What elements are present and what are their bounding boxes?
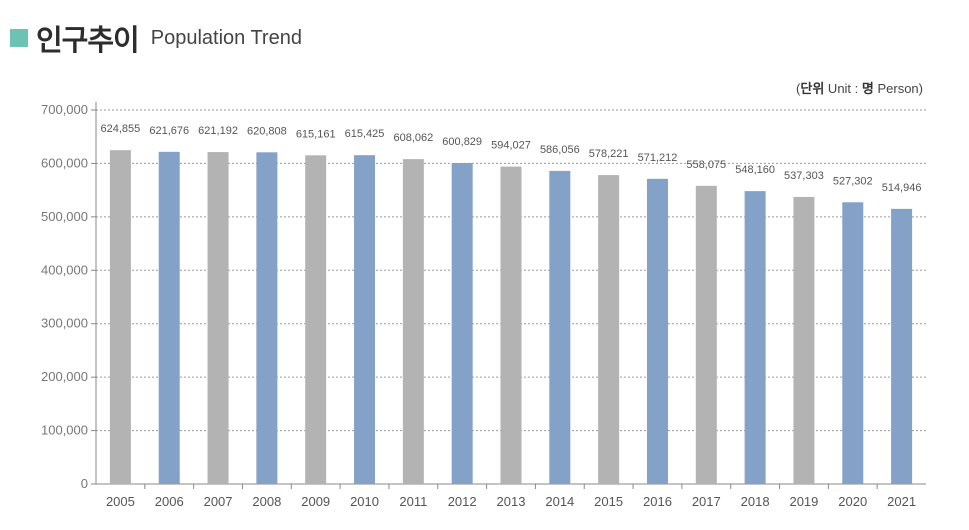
- data-label: 615,161: [296, 128, 336, 140]
- data-label: 578,221: [589, 148, 629, 160]
- bar: [305, 155, 327, 485]
- y-tick-label: 700,000: [41, 102, 88, 117]
- unit-label: (단위 Unit : 명 Person): [796, 78, 923, 97]
- x-tick-label: 2019: [789, 494, 818, 509]
- data-label: 537,303: [784, 170, 824, 182]
- data-label: 620,808: [247, 125, 287, 137]
- y-tick-label: 200,000: [41, 369, 88, 384]
- y-tick-label: 600,000: [41, 155, 88, 170]
- page-title-english: Population Trend: [150, 26, 302, 49]
- bar: [109, 150, 131, 484]
- data-label: 558,075: [686, 159, 726, 171]
- y-tick-label: 100,000: [41, 423, 88, 438]
- bar: [354, 155, 376, 485]
- data-label: 608,062: [393, 132, 433, 144]
- y-tick-label: 300,000: [41, 316, 88, 331]
- data-label: 624,855: [101, 123, 141, 135]
- y-tick-label: 500,000: [41, 209, 88, 224]
- data-label: 615,425: [345, 128, 385, 140]
- data-label: 514,946: [882, 182, 922, 194]
- x-tick-label: 2005: [106, 494, 135, 509]
- bar: [793, 196, 815, 484]
- x-tick-label: 2006: [155, 494, 184, 509]
- bar: [598, 175, 620, 485]
- y-tick-label: 0: [81, 476, 88, 491]
- x-tick-label: 2020: [838, 494, 867, 509]
- bar: [842, 202, 864, 484]
- x-tick-label: 2018: [741, 494, 770, 509]
- data-label: 621,192: [198, 125, 238, 137]
- page-title-korean: 인구추이: [36, 23, 140, 57]
- unit-english-label: Unit :: [824, 81, 862, 96]
- chart-header: 인구추이 Population Trend: [10, 18, 302, 58]
- data-label: 548,160: [735, 164, 775, 176]
- x-tick-label: 2009: [301, 494, 330, 509]
- unit-korean-label: 단위: [800, 81, 825, 96]
- x-tick-label: 2015: [594, 494, 623, 509]
- bar: [500, 166, 522, 484]
- x-tick-label: 2010: [350, 494, 379, 509]
- bar: [158, 151, 180, 484]
- x-tick-label: 2016: [643, 494, 672, 509]
- bar: [402, 159, 424, 484]
- x-tick-label: 2012: [448, 494, 477, 509]
- bar: [646, 178, 668, 485]
- bar: [451, 162, 473, 484]
- data-label: 571,212: [638, 152, 678, 164]
- x-tick-label: 2008: [252, 494, 281, 509]
- data-label: 621,676: [149, 125, 189, 137]
- y-tick-label: 400,000: [41, 262, 88, 277]
- data-label: 527,302: [833, 175, 873, 187]
- bar: [744, 191, 766, 484]
- bar: [256, 152, 278, 484]
- x-tick-label: 2017: [692, 494, 721, 509]
- title-marker-square: [10, 29, 28, 47]
- bar: [207, 152, 229, 484]
- bar: [549, 170, 571, 484]
- x-tick-label: 2021: [887, 494, 916, 509]
- person-korean-label: 명: [861, 81, 874, 96]
- data-label: 594,027: [491, 140, 531, 152]
- person-english-label: Person): [873, 81, 923, 96]
- x-tick-label: 2011: [399, 494, 427, 509]
- unit-open-paren: (: [796, 81, 801, 96]
- data-label: 600,829: [442, 136, 482, 148]
- x-tick-label: 2014: [545, 494, 574, 509]
- x-tick-label: 2007: [204, 494, 233, 509]
- data-label: 586,056: [540, 144, 580, 156]
- x-tick-label: 2013: [497, 494, 526, 509]
- bar: [695, 185, 717, 485]
- bar: [891, 208, 913, 484]
